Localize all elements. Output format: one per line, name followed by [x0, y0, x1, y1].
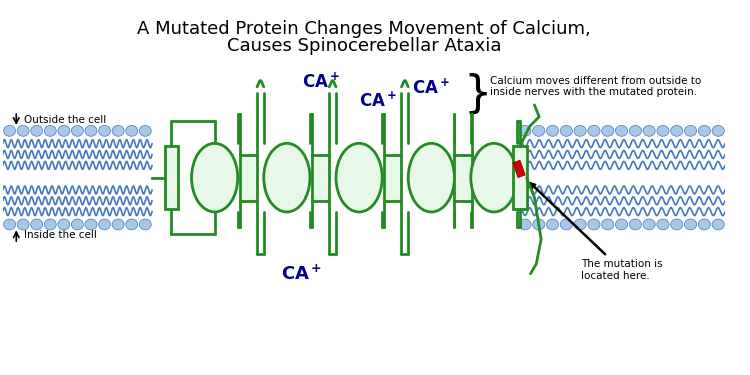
Ellipse shape: [574, 219, 586, 230]
Ellipse shape: [98, 125, 110, 136]
Ellipse shape: [17, 125, 29, 136]
Ellipse shape: [4, 125, 16, 136]
Bar: [454, 154, 472, 201]
Bar: [384, 154, 401, 201]
Ellipse shape: [602, 219, 613, 230]
Ellipse shape: [408, 143, 454, 212]
Ellipse shape: [588, 125, 600, 136]
Bar: [513, 160, 525, 178]
Ellipse shape: [629, 219, 641, 230]
Ellipse shape: [336, 143, 382, 212]
Bar: [164, 146, 178, 209]
Text: Causes Spinocerebellar Ataxia: Causes Spinocerebellar Ataxia: [226, 37, 501, 55]
Ellipse shape: [547, 219, 559, 230]
Text: Inside the cell: Inside the cell: [24, 230, 97, 240]
Ellipse shape: [58, 219, 70, 230]
Text: The mutation is
located here.: The mutation is located here.: [531, 183, 662, 280]
Ellipse shape: [31, 219, 43, 230]
Ellipse shape: [712, 125, 724, 136]
Ellipse shape: [698, 219, 710, 230]
Text: $\mathbf{CA^+}$: $\mathbf{CA^+}$: [280, 264, 322, 284]
Text: Outside the cell: Outside the cell: [24, 115, 106, 125]
Text: $\mathbf{CA^+}$: $\mathbf{CA^+}$: [413, 79, 450, 98]
Ellipse shape: [532, 125, 544, 136]
Ellipse shape: [264, 143, 310, 212]
Ellipse shape: [191, 143, 238, 212]
Ellipse shape: [685, 219, 697, 230]
Ellipse shape: [643, 219, 656, 230]
Ellipse shape: [71, 219, 83, 230]
Ellipse shape: [140, 219, 152, 230]
Text: }: }: [463, 73, 491, 116]
Ellipse shape: [112, 219, 124, 230]
Ellipse shape: [560, 125, 572, 136]
Ellipse shape: [670, 219, 682, 230]
Ellipse shape: [616, 219, 628, 230]
Ellipse shape: [685, 125, 697, 136]
Ellipse shape: [31, 125, 43, 136]
Text: $\mathbf{CA^+}$: $\mathbf{CA^+}$: [359, 92, 398, 111]
Bar: [240, 154, 257, 201]
Ellipse shape: [71, 125, 83, 136]
Ellipse shape: [670, 125, 682, 136]
Text: A Mutated Protein Changes Movement of Calcium,: A Mutated Protein Changes Movement of Ca…: [137, 20, 591, 38]
Ellipse shape: [85, 125, 97, 136]
Text: Calcium moves different from outside to
inside nerves with the mutated protein.: Calcium moves different from outside to …: [490, 76, 701, 98]
Ellipse shape: [98, 219, 110, 230]
Ellipse shape: [471, 143, 517, 212]
Ellipse shape: [547, 125, 559, 136]
Ellipse shape: [519, 125, 531, 136]
Ellipse shape: [112, 125, 124, 136]
Text: $\mathbf{CA^+}$: $\mathbf{CA^+}$: [302, 72, 340, 91]
Ellipse shape: [588, 219, 600, 230]
Ellipse shape: [58, 125, 70, 136]
Ellipse shape: [44, 219, 56, 230]
Bar: [513, 146, 526, 209]
Ellipse shape: [85, 219, 97, 230]
Ellipse shape: [698, 125, 710, 136]
Ellipse shape: [657, 125, 669, 136]
Ellipse shape: [17, 219, 29, 230]
Ellipse shape: [616, 125, 628, 136]
Ellipse shape: [532, 219, 544, 230]
Ellipse shape: [44, 125, 56, 136]
Ellipse shape: [602, 125, 613, 136]
Ellipse shape: [657, 219, 669, 230]
Ellipse shape: [574, 125, 586, 136]
Ellipse shape: [140, 125, 152, 136]
Ellipse shape: [126, 219, 138, 230]
Ellipse shape: [629, 125, 641, 136]
Ellipse shape: [560, 219, 572, 230]
Ellipse shape: [4, 219, 16, 230]
Ellipse shape: [712, 219, 724, 230]
Ellipse shape: [643, 125, 656, 136]
Ellipse shape: [126, 125, 138, 136]
Bar: [312, 154, 329, 201]
Ellipse shape: [519, 219, 531, 230]
